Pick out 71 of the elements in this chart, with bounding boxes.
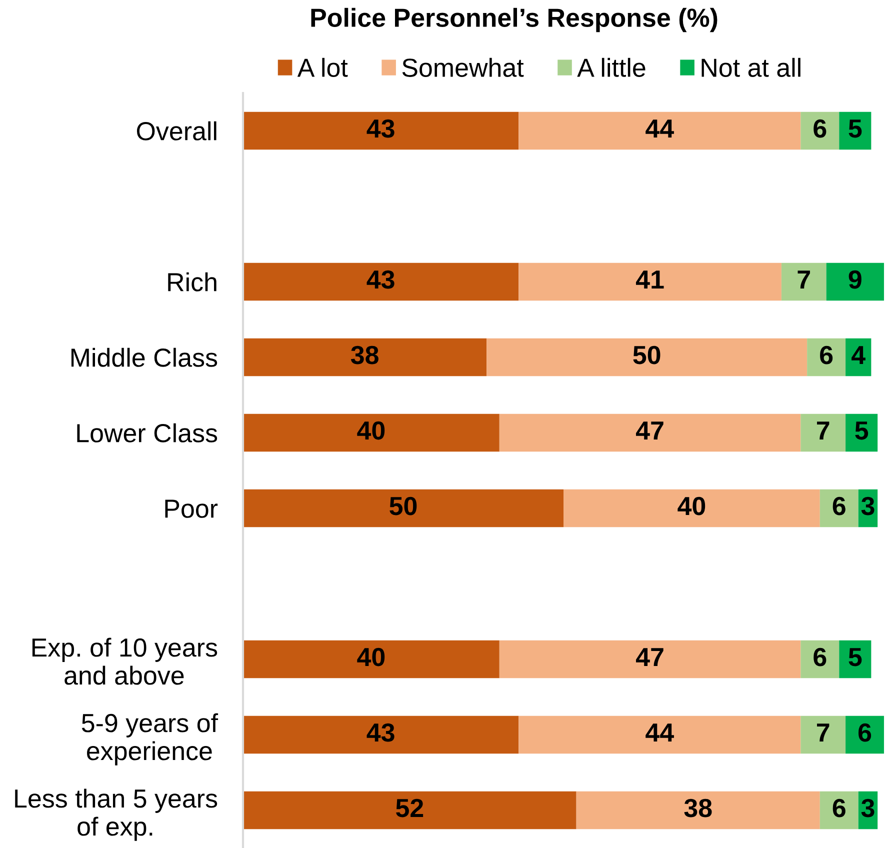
chart-title: Police Personnel’s Response (%)	[311, 8, 718, 32]
data-label: 44	[646, 120, 674, 138]
data-label: 9	[848, 270, 862, 289]
y-tick-label: Poor	[165, 500, 218, 518]
bar	[499, 640, 801, 678]
data-label: 5	[855, 422, 868, 440]
bar	[243, 112, 519, 150]
y-tick-label: Rich	[168, 272, 216, 292]
data-label: 6	[814, 119, 826, 138]
legend-label: Somewhat	[402, 58, 524, 77]
data-label: 6	[820, 346, 833, 364]
bar	[486, 338, 808, 376]
y-tick-label: Exp. of 10 years and above	[32, 638, 218, 685]
data-label: 5	[848, 648, 862, 666]
data-label: 5	[848, 120, 862, 138]
data-label: 6	[814, 648, 826, 666]
data-label: 6	[832, 496, 846, 516]
bar	[564, 489, 820, 528]
data-label: 50	[633, 346, 660, 364]
data-label: 47	[636, 422, 664, 440]
data-label: 40	[678, 496, 706, 516]
bar	[800, 112, 840, 150]
bar	[518, 262, 782, 301]
data-label: 40	[357, 648, 385, 666]
data-label: 43	[366, 723, 394, 742]
data-label: 7	[798, 270, 810, 288]
bar	[800, 414, 846, 452]
bar	[800, 640, 840, 678]
bar	[243, 640, 500, 678]
y-tick-label: Lower Class	[77, 423, 218, 442]
bar	[826, 262, 884, 301]
bar	[576, 791, 820, 830]
y-tick-label: Middle Class	[71, 348, 218, 367]
bar	[243, 791, 576, 830]
bar	[807, 338, 846, 376]
data-label: 40	[357, 421, 385, 440]
bar	[499, 414, 801, 452]
bar	[243, 489, 564, 528]
data-label: 4	[852, 346, 866, 364]
bar	[781, 262, 826, 301]
data-label: 3	[861, 798, 874, 818]
y-tick-label: Overall	[136, 121, 216, 140]
bar	[820, 791, 858, 830]
data-label: 43	[366, 119, 394, 138]
y-tick-label: Less than 5 years of exp.	[15, 788, 218, 841]
bar	[846, 716, 884, 754]
bar	[518, 112, 801, 150]
legend-label: A lot	[297, 58, 348, 77]
bar	[518, 716, 801, 754]
bar	[243, 716, 519, 754]
data-label: 7	[817, 422, 830, 440]
legend-label: Not at all	[702, 58, 800, 77]
data-label: 43	[366, 270, 394, 289]
y-tick-label: 5-9 years of experience	[82, 713, 218, 766]
data-label: 47	[636, 648, 664, 666]
data-label: 38	[350, 346, 378, 364]
data-label: 44	[646, 724, 674, 742]
data-label: 3	[861, 496, 874, 516]
data-label: 38	[684, 798, 712, 818]
data-label: 6	[858, 723, 872, 742]
data-label: 7	[817, 724, 830, 742]
data-label: 52	[396, 798, 424, 818]
bar	[800, 716, 846, 754]
bar	[243, 262, 519, 301]
legend-label: A little	[577, 58, 646, 77]
data-label: 50	[390, 496, 417, 516]
bar	[243, 414, 500, 452]
bar	[820, 489, 858, 528]
data-label: 6	[832, 798, 846, 818]
bar	[243, 338, 487, 376]
data-label: 41	[636, 270, 664, 288]
